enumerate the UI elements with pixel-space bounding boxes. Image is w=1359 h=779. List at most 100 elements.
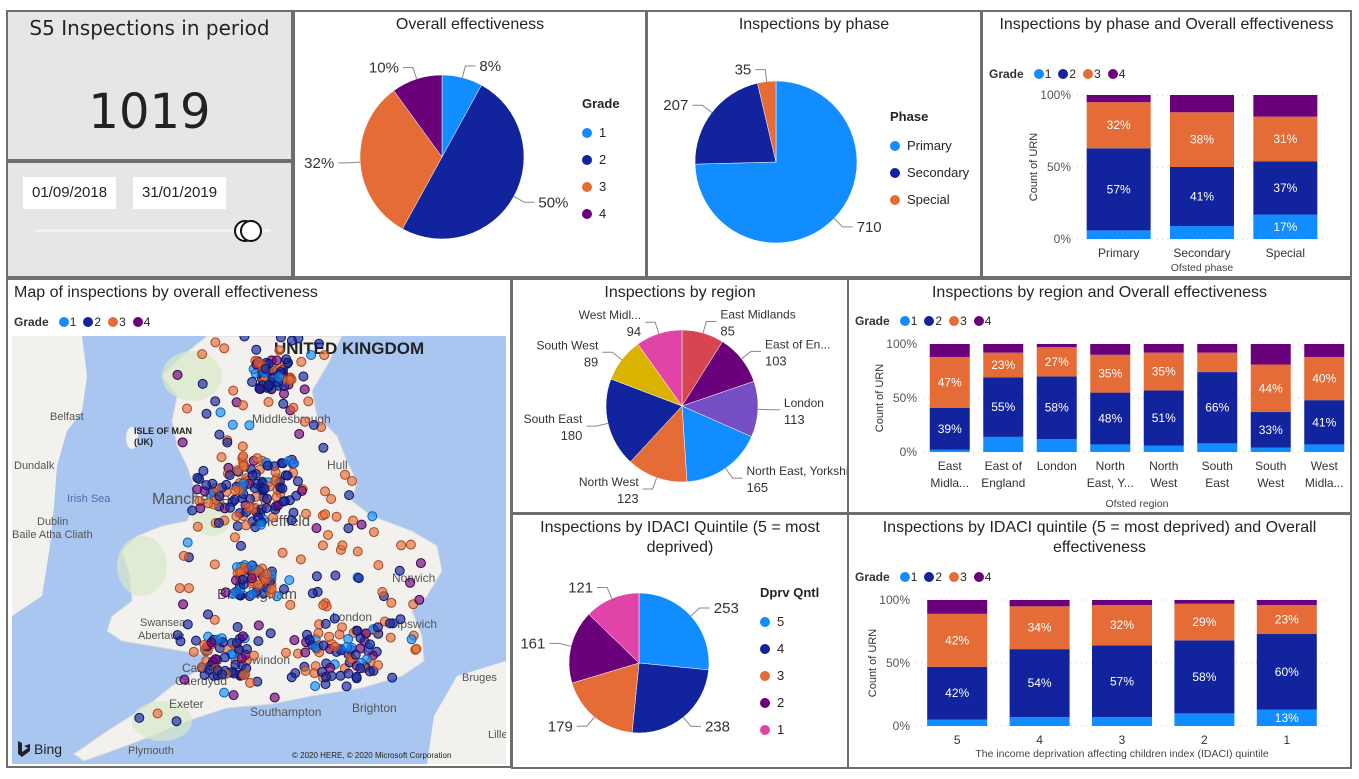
legend-item[interactable]: 2 — [924, 314, 942, 328]
bar-segment-grade-2[interactable] — [1304, 400, 1345, 445]
inspection-point-grade-2[interactable] — [201, 480, 212, 491]
bar-segment-grade-1[interactable] — [1304, 444, 1345, 452]
inspection-point-grade-3[interactable] — [320, 509, 331, 520]
inspection-point-grade-4[interactable] — [269, 692, 280, 703]
inspection-point-grade-1[interactable] — [406, 634, 417, 645]
inspection-point-grade-2[interactable] — [213, 517, 224, 528]
inspection-point-grade-3[interactable] — [252, 453, 263, 464]
inspection-point-grade-1[interactable] — [215, 407, 226, 418]
inspection-point-grade-2[interactable] — [318, 640, 329, 651]
inspection-point-grade-3[interactable] — [377, 587, 388, 597]
inspection-point-grade-3[interactable] — [296, 356, 307, 367]
inspection-point-grade-2[interactable] — [251, 344, 262, 355]
inspection-point-grade-3[interactable] — [303, 396, 314, 407]
inspection-point-grade-2[interactable] — [330, 570, 341, 581]
inspection-point-grade-2[interactable] — [298, 371, 309, 382]
inspection-point-grade-1[interactable] — [227, 419, 238, 430]
bar-segment-grade-4[interactable] — [1174, 600, 1235, 604]
inspection-point-grade-3[interactable] — [319, 350, 330, 361]
inspection-point-grade-2[interactable] — [210, 396, 221, 407]
inspection-point-grade-3[interactable] — [245, 677, 256, 688]
inspection-point-grade-4[interactable] — [271, 355, 282, 366]
inspection-point-grade-3[interactable] — [182, 403, 192, 414]
inspection-point-grade-3[interactable] — [329, 641, 340, 652]
legend-item[interactable]: 1 — [899, 570, 917, 584]
inspection-point-grade-2[interactable] — [214, 429, 225, 440]
inspection-point-grade-3[interactable] — [385, 632, 396, 643]
inspection-point-grade-2[interactable] — [387, 672, 398, 683]
inspection-point-grade-3[interactable] — [280, 647, 291, 658]
bar-segment-grade-2[interactable] — [1090, 392, 1131, 445]
inspection-point-grade-4[interactable] — [299, 384, 310, 395]
inspection-point-grade-3[interactable] — [253, 580, 264, 590]
inspection-point-grade-2[interactable] — [314, 338, 324, 349]
legend-item[interactable]: 4 — [582, 200, 620, 227]
region-grade-stacked-bar[interactable]: 0% 50% 100% Count of URN 39% 47% East Midla... 5… — [849, 280, 1350, 512]
inspection-point-grade-3[interactable] — [352, 546, 363, 557]
inspection-point-grade-4[interactable] — [206, 637, 217, 648]
bar-segment-grade-4[interactable] — [1256, 600, 1317, 606]
inspection-point-grade-2[interactable] — [225, 502, 236, 513]
inspection-point-grade-1[interactable] — [274, 372, 284, 383]
pie-slice-3[interactable] — [571, 662, 640, 733]
inspection-point-grade-3[interactable] — [348, 515, 358, 526]
inspection-point-grade-2[interactable] — [192, 472, 203, 483]
inspection-point-grade-2[interactable] — [219, 652, 230, 663]
bar-segment-grade-1[interactable] — [1092, 717, 1152, 726]
pie-slice-north-west[interactable] — [630, 405, 688, 483]
inspection-point-grade-3[interactable] — [337, 540, 348, 551]
inspection-point-grade-2[interactable] — [292, 476, 303, 487]
inspection-point-grade-2[interactable] — [191, 635, 201, 646]
bar-segment-grade-4[interactable] — [1143, 344, 1184, 353]
inspection-point-grade-2[interactable] — [247, 470, 258, 481]
inspection-point-grade-2[interactable] — [281, 354, 292, 365]
inspection-point-grade-2[interactable] — [260, 363, 271, 374]
inspection-point-grade-2[interactable] — [261, 503, 272, 514]
inspection-point-grade-2[interactable] — [372, 622, 383, 633]
inspection-point-grade-3[interactable] — [152, 708, 163, 719]
bar-segment-grade-1[interactable] — [1036, 439, 1077, 452]
inspection-point-grade-2[interactable] — [286, 515, 297, 526]
pie-slice-3[interactable] — [359, 90, 443, 230]
inspection-point-grade-2[interactable] — [304, 634, 315, 645]
bar-segment-grade-3[interactable] — [1256, 605, 1317, 635]
legend-item[interactable]: 4 — [760, 635, 819, 662]
legend-item[interactable]: 3 — [949, 314, 967, 328]
bar-segment-grade-2[interactable] — [1256, 634, 1317, 710]
legend-item[interactable]: Special — [890, 186, 969, 213]
inspection-point-grade-1[interactable] — [306, 350, 317, 360]
inspection-point-grade-3[interactable] — [274, 345, 285, 356]
inspection-point-grade-2[interactable] — [175, 636, 186, 647]
bar-segment-grade-3[interactable] — [1092, 605, 1152, 646]
legend-item[interactable]: 1 — [760, 716, 819, 743]
inspection-point-grade-3[interactable] — [373, 660, 383, 671]
inspection-point-grade-3[interactable] — [368, 527, 379, 538]
bar-segment-grade-2[interactable] — [1170, 167, 1234, 227]
inspection-point-grade-2[interactable] — [262, 493, 272, 504]
inspection-point-grade-3[interactable] — [253, 357, 264, 368]
inspection-point-grade-1[interactable] — [255, 519, 266, 530]
bar-segment-grade-4[interactable] — [1090, 344, 1131, 355]
bar-segment-grade-3[interactable] — [1036, 347, 1077, 377]
phase-pie[interactable]: 710 207 35 — [648, 12, 980, 276]
inspection-point-grade-4[interactable] — [210, 654, 221, 665]
inspection-point-grade-4[interactable] — [236, 653, 247, 664]
inspection-point-grade-2[interactable] — [365, 639, 375, 650]
inspection-point-grade-2[interactable] — [247, 376, 258, 387]
inspection-point-grade-2[interactable] — [259, 483, 270, 494]
inspection-point-grade-3[interactable] — [317, 540, 328, 551]
bar-segment-grade-2[interactable] — [1197, 372, 1238, 444]
slider-end-handle[interactable] — [240, 220, 262, 242]
inspection-point-grade-2[interactable] — [329, 613, 340, 624]
start-date-input[interactable]: 01/09/2018 — [23, 177, 117, 209]
inspection-point-grade-3[interactable] — [318, 600, 329, 611]
bar-segment-grade-3[interactable] — [1174, 603, 1235, 641]
inspection-point-grade-2[interactable] — [278, 496, 289, 507]
inspection-point-grade-3[interactable] — [331, 511, 342, 522]
inspection-point-grade-3[interactable] — [262, 568, 272, 579]
legend-item[interactable]: 4 — [973, 314, 991, 328]
inspection-point-grade-2[interactable] — [291, 490, 302, 501]
inspection-point-grade-2[interactable] — [320, 618, 331, 629]
inspection-point-grade-2[interactable] — [286, 672, 297, 683]
